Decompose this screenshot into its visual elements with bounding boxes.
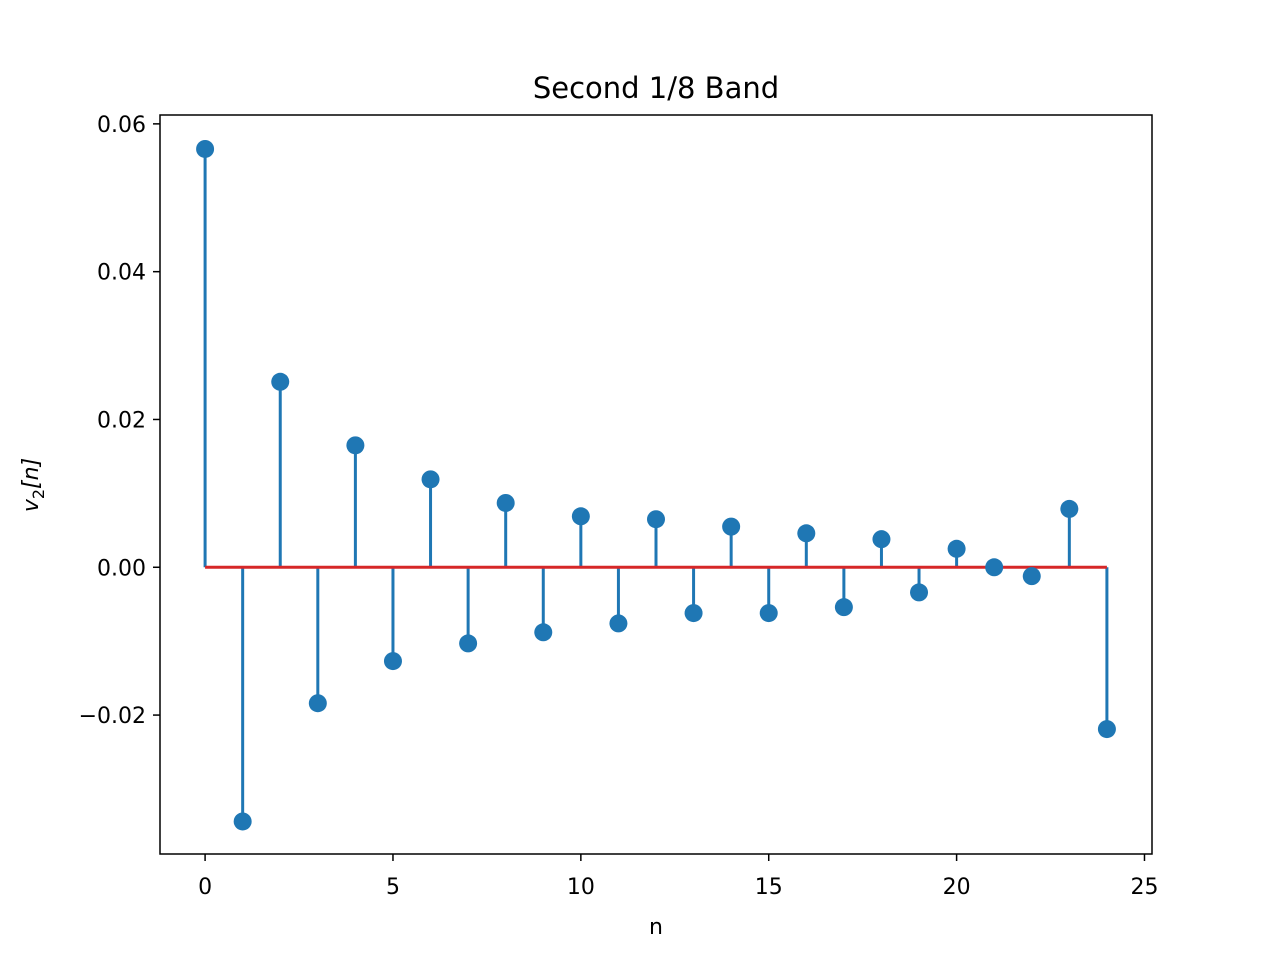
y-axis-ticks: −0.02 0.00 0.02 0.04 0.06 (79, 113, 160, 729)
stem-marker (571, 507, 590, 526)
stem-marker (1060, 499, 1079, 518)
x-tick-label: 0 (198, 875, 212, 900)
stem-marker (496, 493, 515, 512)
x-tick-label: 15 (755, 875, 783, 900)
stem-marker (534, 623, 553, 642)
y-axis-label: v2[n] (19, 458, 48, 512)
x-axis-label: n (649, 915, 663, 940)
y-tick-label: −0.02 (79, 704, 146, 729)
stem-marker (684, 604, 703, 623)
stem-marker (421, 470, 440, 489)
y-axis-label-sub: 2 (29, 489, 48, 499)
y-tick-label: 0.04 (97, 261, 146, 286)
markers-layer (196, 139, 1116, 831)
stem-marker (759, 604, 778, 623)
stem-marker (459, 634, 478, 653)
stem-marker (233, 812, 252, 831)
x-tick-label: 20 (943, 875, 971, 900)
stem-marker (985, 558, 1004, 577)
stem-marker (647, 510, 665, 529)
stem-marker (383, 652, 402, 671)
stem-marker (872, 530, 891, 549)
stem-marker (196, 139, 215, 158)
stem-marker (609, 614, 628, 633)
stem-marker (1022, 567, 1041, 586)
x-tick-label: 25 (1130, 875, 1158, 900)
y-tick-label: 0.06 (97, 113, 146, 138)
stem-marker (1097, 720, 1116, 739)
y-tick-label: 0.02 (97, 408, 146, 433)
plot-frame (159, 114, 1153, 855)
y-axis-label-tail: [n] (19, 458, 44, 489)
stem-marker (947, 539, 966, 558)
x-tick-label: 5 (386, 875, 400, 900)
stem-marker (910, 583, 929, 602)
stem-marker (271, 372, 290, 391)
stem-marker (797, 524, 816, 543)
x-tick-label: 10 (567, 875, 595, 900)
stem-marker (346, 436, 365, 455)
stem-marker (722, 517, 741, 536)
chart-title: Second 1/8 Band (533, 71, 779, 105)
stem-marker (834, 598, 853, 617)
y-axis-label-main: v (19, 498, 44, 512)
y-tick-label: 0.00 (97, 556, 146, 581)
x-axis-ticks: 0 5 10 15 20 25 (198, 854, 1158, 900)
stem-marker (308, 694, 327, 713)
